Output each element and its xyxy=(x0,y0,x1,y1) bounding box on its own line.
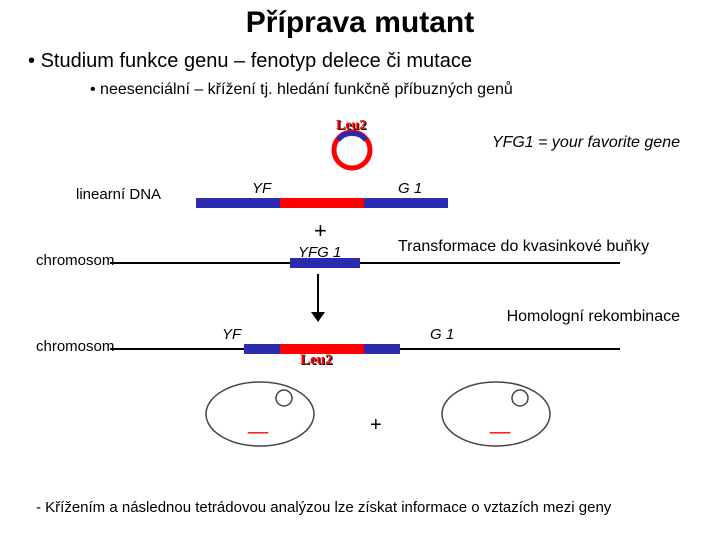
chrom1-line xyxy=(110,262,620,264)
chrom2-line-left xyxy=(110,348,244,350)
chrom2-yf-label: YF xyxy=(222,326,241,343)
chrom2-blue-left xyxy=(244,344,280,354)
chrom2-g1-label: G 1 xyxy=(430,326,454,343)
transform-label: Transformace do kvasinkové buňky xyxy=(398,238,649,256)
linear-g1-label: G 1 xyxy=(398,180,422,197)
minus-right: _ xyxy=(490,396,510,438)
yfg-legend: YFG1 = your favorite gene xyxy=(492,134,680,152)
linear-red-center xyxy=(280,198,364,208)
chromosome-label-1: chromosom xyxy=(36,252,114,269)
footer-note: - Křížením a následnou tetrádovou analýz… xyxy=(36,499,684,516)
linear-dna-label: linearní DNA xyxy=(76,186,161,203)
plus-sign-2: + xyxy=(370,414,382,437)
page-title: Příprava mutant xyxy=(0,0,720,40)
bullet-level1: Studium funkce genu – fenotyp delece či … xyxy=(28,50,720,73)
down-arrow-icon xyxy=(308,274,328,334)
leu2-plasmid-label: Leu2 xyxy=(336,118,366,134)
chromosome-label-2: chromosom xyxy=(36,338,114,355)
linear-yf-label: YF xyxy=(252,180,271,197)
chrom2-line-right xyxy=(400,348,620,350)
leu2-chrom-label: Leu2 xyxy=(300,352,333,369)
linear-blue-left xyxy=(196,198,280,208)
minus-left: _ xyxy=(248,396,268,438)
linear-blue-right xyxy=(364,198,448,208)
chrom1-center-blue xyxy=(290,258,360,268)
chrom2-blue-right xyxy=(364,344,400,354)
bullet-level2: neesenciální – křížení tj. hledání funkč… xyxy=(90,81,720,99)
plus-sign-1: + xyxy=(314,218,327,244)
recomb-label: Homologní rekombinace xyxy=(507,308,680,326)
